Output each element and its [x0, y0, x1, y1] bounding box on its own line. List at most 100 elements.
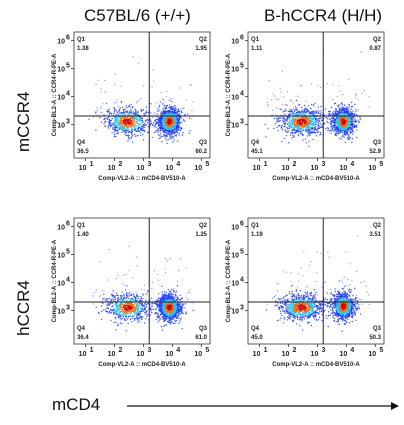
event-dot	[323, 122, 325, 125]
event-dot	[170, 136, 172, 139]
event-dot	[137, 127, 139, 130]
event-dot	[132, 298, 134, 300]
event-dot	[130, 298, 132, 300]
event-dot	[162, 108, 164, 110]
event-dot	[337, 128, 340, 131]
event-dot	[342, 121, 344, 124]
event-dot	[161, 110, 163, 113]
event-dot	[150, 123, 152, 125]
event-dot	[129, 306, 132, 308]
event-dot	[113, 107, 116, 109]
event-dot	[317, 123, 319, 126]
event-dot	[165, 292, 168, 294]
event-dot	[115, 292, 118, 294]
event-dot	[133, 303, 135, 305]
event-dot	[350, 111, 352, 113]
event-dot	[138, 130, 141, 132]
event-dot	[276, 126, 278, 128]
event-dot	[317, 131, 319, 133]
event-dot	[172, 322, 175, 325]
event-dot	[325, 127, 327, 130]
event-dot	[144, 309, 147, 311]
event-dot	[133, 318, 136, 320]
event-dot	[169, 107, 172, 109]
event-dot	[175, 134, 177, 136]
event-dot	[176, 112, 178, 114]
event-dot	[314, 120, 316, 122]
event-dot	[114, 123, 116, 126]
event-dot	[127, 125, 130, 127]
event-dot	[332, 84, 334, 86]
event-dot	[147, 313, 149, 316]
event-dot	[95, 112, 97, 114]
event-dot	[114, 73, 116, 75]
event-dot	[140, 132, 142, 134]
event-dot	[149, 308, 152, 310]
event-dot	[123, 318, 126, 320]
event-dot	[137, 111, 139, 113]
event-dot	[166, 123, 169, 126]
event-dot	[164, 111, 167, 113]
event-dot	[117, 114, 120, 116]
event-dot	[168, 126, 171, 129]
event-dot	[171, 132, 173, 134]
event-dot	[309, 133, 311, 135]
event-dot	[117, 315, 119, 317]
event-dot	[163, 102, 165, 104]
event-dot	[147, 119, 149, 122]
event-dot	[138, 119, 140, 122]
event-dot	[305, 120, 307, 122]
event-dot	[301, 128, 303, 130]
event-dot	[95, 84, 97, 86]
event-dot	[115, 294, 117, 297]
event-dot	[282, 111, 285, 113]
event-dot	[105, 299, 107, 302]
event-dot	[354, 125, 357, 127]
event-dot	[292, 102, 295, 104]
event-dot	[294, 118, 296, 120]
event-dot	[161, 316, 163, 318]
event-dot	[129, 291, 131, 294]
event-dot	[280, 116, 282, 118]
event-dot	[113, 304, 115, 306]
quadrant-percent-q2: 1.95	[195, 46, 207, 52]
event-dot	[335, 131, 337, 133]
event-dot	[127, 110, 129, 112]
event-dot	[182, 312, 185, 315]
event-dot	[302, 128, 304, 131]
event-dot	[170, 124, 173, 126]
column-title-c57bl6: C57BL/6 (+/+)	[84, 6, 191, 25]
event-dot	[305, 107, 307, 109]
event-dot	[124, 110, 127, 112]
event-dot	[157, 110, 159, 112]
event-dot	[129, 314, 132, 316]
event-dot	[175, 105, 177, 107]
event-dot	[114, 84, 116, 86]
event-dot	[159, 318, 162, 320]
event-dot	[112, 112, 115, 115]
event-dot	[342, 106, 344, 109]
event-dot	[129, 131, 131, 133]
event-dot	[108, 310, 111, 312]
event-dot	[128, 135, 130, 137]
event-dot	[180, 117, 182, 120]
event-dot	[134, 112, 137, 114]
event-dot	[138, 118, 140, 120]
event-dot	[100, 88, 102, 90]
event-dot	[316, 111, 318, 114]
y-tick-exponent: 4	[240, 90, 244, 97]
event-dot	[188, 118, 190, 120]
event-dot	[117, 119, 119, 121]
event-dot	[146, 122, 149, 124]
x-tick-label: 10	[137, 165, 145, 172]
event-dot	[293, 110, 296, 113]
event-dot	[169, 135, 171, 138]
event-dot	[338, 137, 341, 139]
event-dot	[338, 132, 340, 134]
event-dot	[117, 130, 119, 133]
event-dot	[311, 117, 313, 120]
event-dot	[290, 111, 293, 113]
event-dot	[136, 130, 138, 133]
event-dot	[157, 130, 160, 132]
event-dot	[123, 294, 125, 296]
